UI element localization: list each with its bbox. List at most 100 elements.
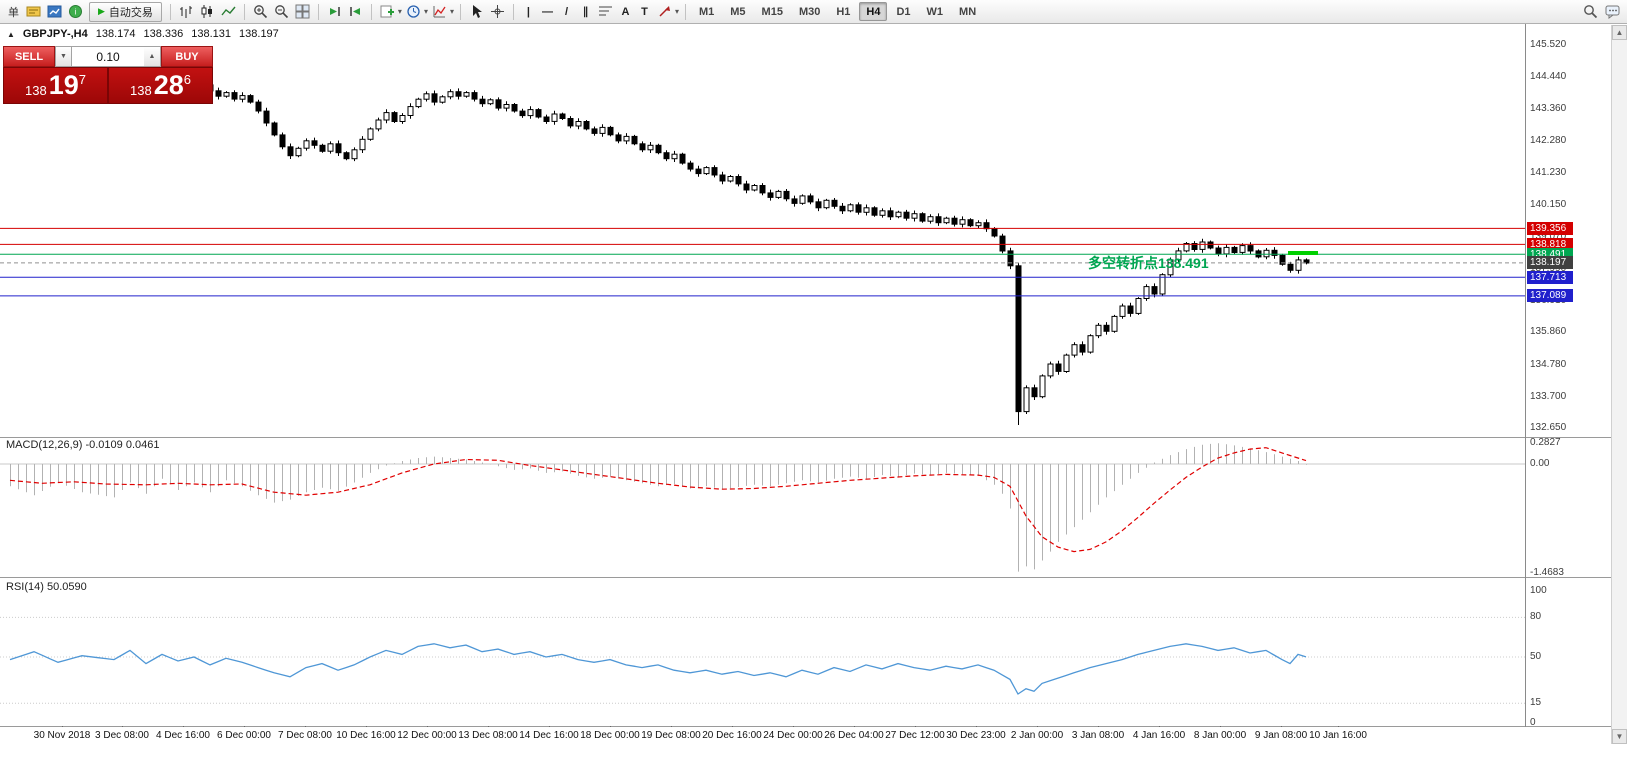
timeframe-mn-button[interactable]: MN <box>959 5 977 18</box>
time-axis-label: 30 Nov 2018 <box>33 730 91 741</box>
time-axis-label: 19 Dec 08:00 <box>641 730 701 741</box>
toolbar-separator <box>243 3 245 20</box>
time-axis-label: 4 Jan 16:00 <box>1132 730 1186 741</box>
svg-text:i: i <box>75 8 77 17</box>
autotrade-button[interactable]: ▶ 自动交易 <box>89 1 162 22</box>
timeframe-h1-button[interactable]: H1 <box>836 5 851 18</box>
candlestick-chart-icon[interactable] <box>198 2 217 21</box>
scrollbar-down-icon[interactable]: ▼ <box>1612 729 1627 744</box>
time-axis-label: 18 Dec 00:00 <box>580 730 640 741</box>
buy-button[interactable]: BUY <box>161 46 213 67</box>
time-axis: 30 Nov 2018 3 Dec 08:00 4 Dec 16:00 6 Dec 0… <box>0 727 1610 744</box>
time-axis-label: 8 Jan 00:00 <box>1193 730 1247 741</box>
toolbar-separator <box>169 3 171 20</box>
toolbar-separator <box>370 3 372 20</box>
label-tool-icon[interactable]: T <box>641 5 648 18</box>
candlesticks <box>7 78 1310 425</box>
time-axis-label: 10 Jan 16:00 <box>1309 730 1367 741</box>
navigator-icon[interactable]: i <box>66 2 85 21</box>
timeframe-m5-button[interactable]: M5 <box>730 5 746 18</box>
symbol-info-bar: ▲ GBPJPY-,H4 138.174 138.336 138.131 138… <box>7 28 279 40</box>
sell-price-button[interactable]: 138 19 7 <box>3 67 108 104</box>
ohlc-high: 138.336 <box>143 28 184 40</box>
symbol-name: GBPJPY-,H4 <box>22 28 88 40</box>
time-axis-label: 24 Dec 00:00 <box>763 730 823 741</box>
indicators-caret-icon[interactable]: ▾ <box>449 7 454 16</box>
toolbar-separator <box>459 3 461 20</box>
timeframe-d1-button[interactable]: D1 <box>896 5 911 18</box>
periods-clock-icon[interactable] <box>404 2 423 21</box>
horizontal-line-tool-icon[interactable]: — <box>541 5 553 18</box>
autotrade-play-icon: ▶ <box>98 6 105 16</box>
line-chart-icon[interactable] <box>219 2 238 21</box>
timeframe-m15-button[interactable]: M15 <box>761 5 783 18</box>
horizontal-lines <box>0 227 1525 297</box>
time-axis-label: 30 Dec 23:00 <box>946 730 1006 741</box>
auto-scroll-icon[interactable] <box>325 2 344 21</box>
buy-price-pip: 6 <box>183 71 191 87</box>
zoom-in-icon[interactable] <box>251 2 270 21</box>
timeframe-m30-button[interactable]: M30 <box>798 5 821 18</box>
timeframe-m1-button[interactable]: M1 <box>698 5 715 18</box>
order-ticket-icon[interactable] <box>24 2 43 21</box>
bar-chart-icon[interactable] <box>177 2 196 21</box>
toolbar-separator <box>512 3 514 20</box>
sell-button[interactable]: SELL <box>3 46 55 67</box>
shapes-caret-icon[interactable]: ▾ <box>674 7 679 16</box>
vertical-scrollbar[interactable]: ▲ ▼ <box>1611 25 1627 744</box>
chat-icon[interactable] <box>1603 2 1622 21</box>
periods-caret-icon[interactable]: ▾ <box>423 7 428 16</box>
time-axis-label: 2 Jan 00:00 <box>1010 730 1064 741</box>
market-watch-icon[interactable] <box>45 2 64 21</box>
time-axis-label: 7 Dec 08:00 <box>278 730 332 741</box>
trendline-tool-icon[interactable]: / <box>564 5 568 18</box>
indicators-icon[interactable] <box>430 2 449 21</box>
tile-windows-icon[interactable] <box>293 2 312 21</box>
crosshair-icon[interactable] <box>488 2 507 21</box>
lot-increase-button[interactable]: ▲ <box>144 46 161 67</box>
new-chart-icon[interactable] <box>378 2 397 21</box>
one-click-trading-panel: SELL ▼ 0.10 ▲ BUY 138 19 7 138 28 6 <box>3 46 213 104</box>
time-axis-label: 26 Dec 04:00 <box>824 730 884 741</box>
scrollbar-up-icon[interactable]: ▲ <box>1612 25 1627 40</box>
time-axis-label: 13 Dec 08:00 <box>458 730 518 741</box>
time-axis-label: 10 Dec 16:00 <box>336 730 396 741</box>
rsi-pane-label: RSI(14) 50.0590 <box>6 581 87 593</box>
main-toolbar: 单 i ▶ 自动交易 ▾ ▾ ▾ <box>0 0 1627 24</box>
zoom-out-icon[interactable] <box>272 2 291 21</box>
buy-price-big: 28 <box>153 70 184 100</box>
timeframe-h4-button[interactable]: H4 <box>859 2 888 21</box>
timeframe-toolbar: M1 M5 M15 M30 H1 H4 D1 W1 MN <box>692 2 983 21</box>
timeframe-w1-button[interactable]: W1 <box>926 5 944 18</box>
new-order-button[interactable]: 单 <box>8 6 19 19</box>
fibonacci-tool-icon[interactable] <box>596 2 615 21</box>
time-axis-label: 20 Dec 16:00 <box>702 730 762 741</box>
new-chart-caret-icon[interactable]: ▾ <box>397 7 402 16</box>
lot-decrease-button[interactable]: ▼ <box>55 46 72 67</box>
search-icon[interactable] <box>1581 2 1600 21</box>
axis-structure <box>0 24 1627 744</box>
channel-tool-icon[interactable]: ∥ <box>582 6 589 18</box>
macd-pane <box>0 443 1525 572</box>
time-axis-label: 3 Dec 08:00 <box>95 730 149 741</box>
lot-size-input[interactable]: 0.10 <box>72 46 144 67</box>
time-axis-label: 9 Jan 08:00 <box>1254 730 1308 741</box>
time-axis-label: 14 Dec 16:00 <box>519 730 579 741</box>
text-tool-icon[interactable]: A <box>621 5 630 18</box>
time-axis-label: 4 Dec 16:00 <box>156 730 210 741</box>
time-axis-label: 6 Dec 00:00 <box>217 730 271 741</box>
macd-pane-label: MACD(12,26,9) -0.0109 0.0461 <box>6 439 160 451</box>
sell-price-prefix: 138 <box>25 82 47 98</box>
rsi-pane <box>0 616 1525 704</box>
vertical-line-tool-icon[interactable]: | <box>526 5 530 18</box>
chart-annotation-text[interactable]: 多空转折点138.491 <box>1088 255 1209 271</box>
toolbar-separator <box>317 3 319 20</box>
shapes-tool-icon[interactable] <box>655 2 674 21</box>
buy-price-button[interactable]: 138 28 6 <box>108 67 213 104</box>
buy-price-prefix: 138 <box>130 82 152 98</box>
symbol-expand-icon[interactable]: ▲ <box>7 29 15 39</box>
chart-shift-icon[interactable] <box>346 2 365 21</box>
cursor-icon[interactable] <box>467 2 486 21</box>
ohlc-low: 138.131 <box>191 28 232 40</box>
